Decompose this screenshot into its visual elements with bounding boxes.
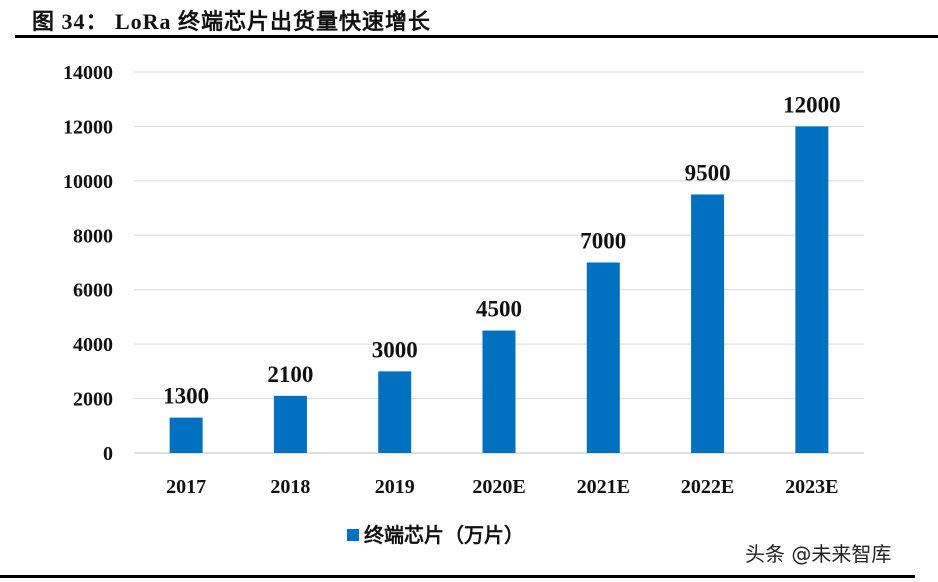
y-tick-label: 12000	[63, 116, 113, 138]
x-tick-label: 2020E	[472, 476, 525, 498]
y-tick-label: 8000	[73, 225, 113, 247]
y-tick-label: 0	[103, 443, 113, 465]
x-tick-label: 2021E	[577, 476, 630, 498]
bar	[691, 194, 725, 453]
x-tick-label: 2023E	[785, 476, 838, 498]
x-tick-label: 2022E	[681, 476, 734, 498]
y-tick-label: 6000	[73, 280, 113, 302]
legend-swatch	[347, 529, 359, 541]
y-tick-label: 4000	[73, 334, 113, 356]
data-label: 7000	[580, 229, 626, 254]
bar	[482, 330, 516, 453]
y-tick-label: 14000	[63, 62, 113, 84]
watermark: 头条 @未来智库	[745, 542, 892, 566]
bar	[273, 395, 307, 453]
data-label: 2100	[267, 362, 313, 387]
x-tick-label: 2017	[166, 476, 206, 498]
data-label: 9500	[685, 160, 731, 185]
figure-title: 图 34： LoRa 终端芯片出货量快速增长	[32, 9, 432, 34]
bar	[169, 417, 203, 453]
bar	[378, 371, 412, 453]
bottom-rule	[0, 575, 915, 578]
legend-label: 终端芯片（万片）	[364, 523, 524, 547]
bar	[586, 262, 620, 453]
y-tick-label: 2000	[73, 389, 113, 411]
data-label: 3000	[372, 337, 418, 362]
data-label: 1300	[163, 384, 209, 409]
x-tick-label: 2018	[270, 476, 310, 498]
x-tick-label: 2019	[375, 476, 415, 498]
y-tick-label: 10000	[63, 171, 113, 193]
title-rule	[15, 35, 938, 38]
bar	[795, 126, 829, 453]
data-label: 4500	[476, 297, 522, 322]
data-label: 12000	[783, 92, 841, 117]
